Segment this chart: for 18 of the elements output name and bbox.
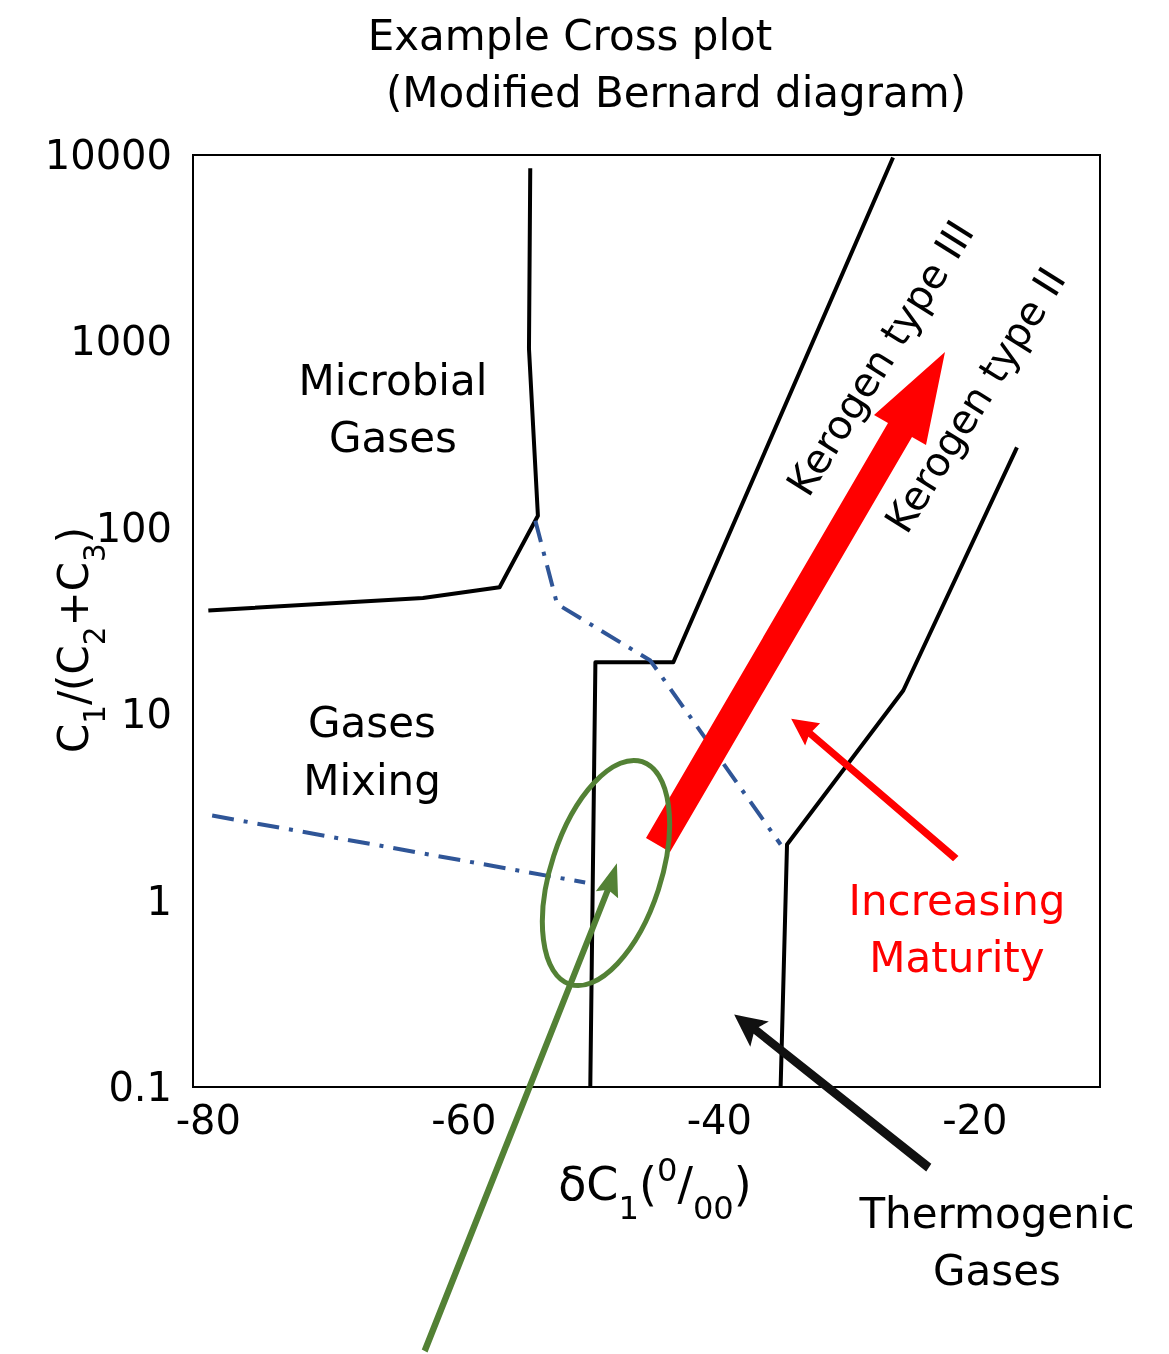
x-tick-label: -80 — [175, 1097, 241, 1143]
y-tick-label: 10 — [121, 691, 172, 738]
line-series — [206, 166, 540, 613]
line-series — [533, 518, 783, 847]
y-tick-label: 1 — [146, 877, 172, 924]
annotation: Gases Mixing — [303, 698, 441, 805]
x-tick-label: -60 — [431, 1097, 497, 1143]
x-axis-title: δC$_{1}$($^{0}$/$_{00}$) — [558, 1151, 752, 1227]
text: Thermogenic Gases — [858, 1189, 1135, 1295]
y-tick-label: 10000 — [44, 132, 172, 178]
annotation: Increasing Maturity — [848, 876, 1066, 982]
chart-title: Example Cross plot — [367, 11, 773, 60]
annotation: Microbial Gases — [298, 356, 488, 462]
x-tick-label: -20 — [942, 1097, 1008, 1143]
y-tick-label: 1000 — [70, 318, 172, 365]
y-tick-label: 0.1 — [108, 1064, 172, 1110]
chart-subtitle: (Modified Bernard diagram) — [385, 68, 967, 117]
x-tick-label: -40 — [686, 1097, 752, 1143]
